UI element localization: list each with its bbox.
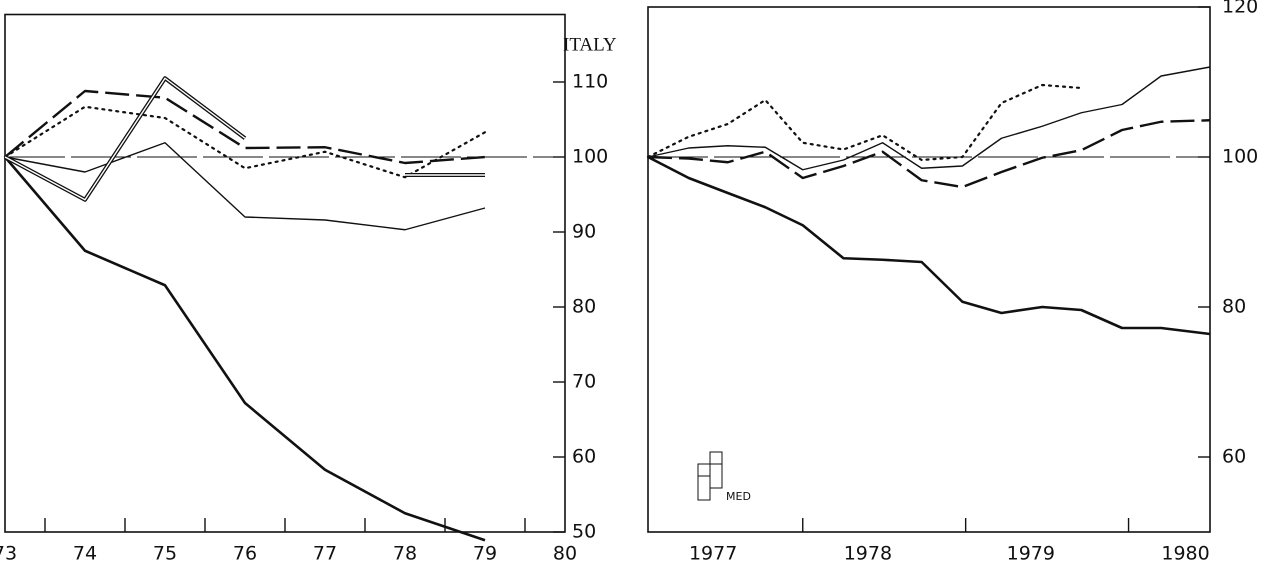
y-tick-label: 110 [572,71,608,93]
x-tick-label: 78 [393,543,417,565]
series-line [647,66,1211,171]
x-tick-label: 79 [473,543,497,565]
y-tick-label: 100 [572,146,608,168]
logo-box [709,463,723,489]
y-tick-label: 80 [1222,296,1246,318]
series-line [4,142,486,231]
x-tick-label: 1977 [689,543,737,565]
x-tick-label: 1979 [1007,543,1055,565]
series-line [3,105,487,179]
annotation: ITALY [563,34,617,55]
y-tick-label: 70 [572,371,596,393]
x-tick-label: 74 [73,543,97,565]
y-tick-label: 90 [572,221,596,243]
series-line [646,83,1083,162]
plot-frame [647,6,1211,533]
x-tick-label: 76 [233,543,257,565]
logo-box [697,463,711,477]
series-line-inner [4,77,246,201]
series-line [4,89,486,165]
x-tick-label: 77 [313,543,337,565]
series-line [647,119,1211,189]
logo [697,451,723,501]
logo-box [697,475,711,501]
series-line [647,155,1211,336]
y-tick-label: 100 [1222,146,1258,168]
y-tick-label: 60 [572,446,596,468]
y-tick-label: 50 [572,521,596,543]
y-tick-label: 120 [1222,0,1258,18]
x-tick-label: 80 [553,543,577,565]
y-tick-label: 80 [572,296,596,318]
y-tick-label: 60 [1222,446,1246,468]
logo-box [709,451,723,465]
x-tick-label: 73 [0,543,17,565]
annotation: MED [726,490,751,503]
series-line [4,156,486,542]
x-tick-label: 1978 [844,543,892,565]
x-tick-label: 1980 [1161,543,1209,565]
x-tick-label: 75 [153,543,177,565]
